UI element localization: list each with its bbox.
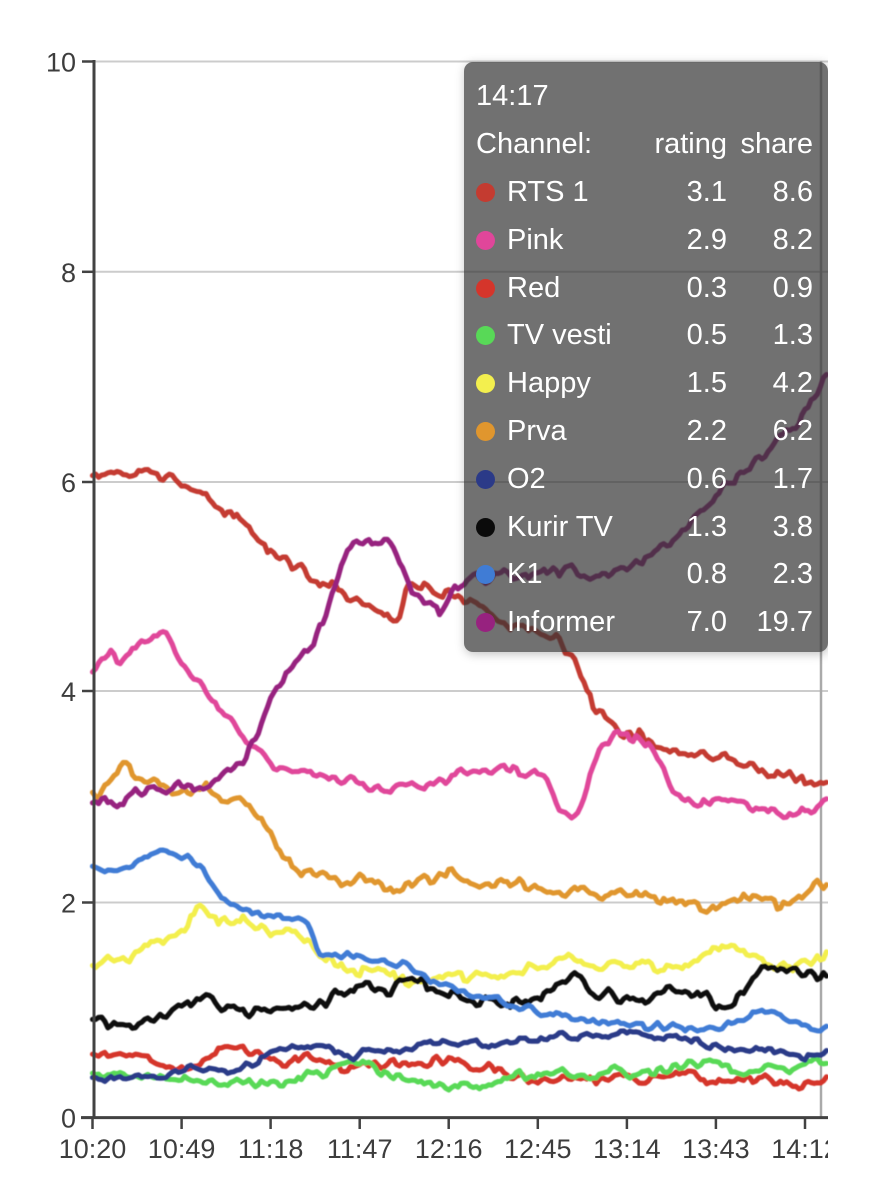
svg-text:14:12: 14:12 [771, 1134, 839, 1164]
svg-text:13:14: 13:14 [593, 1134, 661, 1164]
svg-text:2: 2 [61, 889, 76, 919]
svg-text:6: 6 [61, 468, 76, 498]
svg-text:10:20: 10:20 [59, 1134, 127, 1164]
svg-text:12:16: 12:16 [415, 1134, 483, 1164]
svg-text:10:49: 10:49 [148, 1134, 216, 1164]
svg-text:0: 0 [61, 1104, 76, 1134]
svg-text:4: 4 [61, 677, 76, 707]
svg-text:11:47: 11:47 [327, 1134, 393, 1164]
svg-text:11:18: 11:18 [238, 1134, 304, 1164]
svg-text:10: 10 [46, 48, 76, 78]
svg-text:12:45: 12:45 [504, 1134, 572, 1164]
svg-text:8: 8 [61, 258, 76, 288]
svg-text:13:43: 13:43 [682, 1134, 750, 1164]
